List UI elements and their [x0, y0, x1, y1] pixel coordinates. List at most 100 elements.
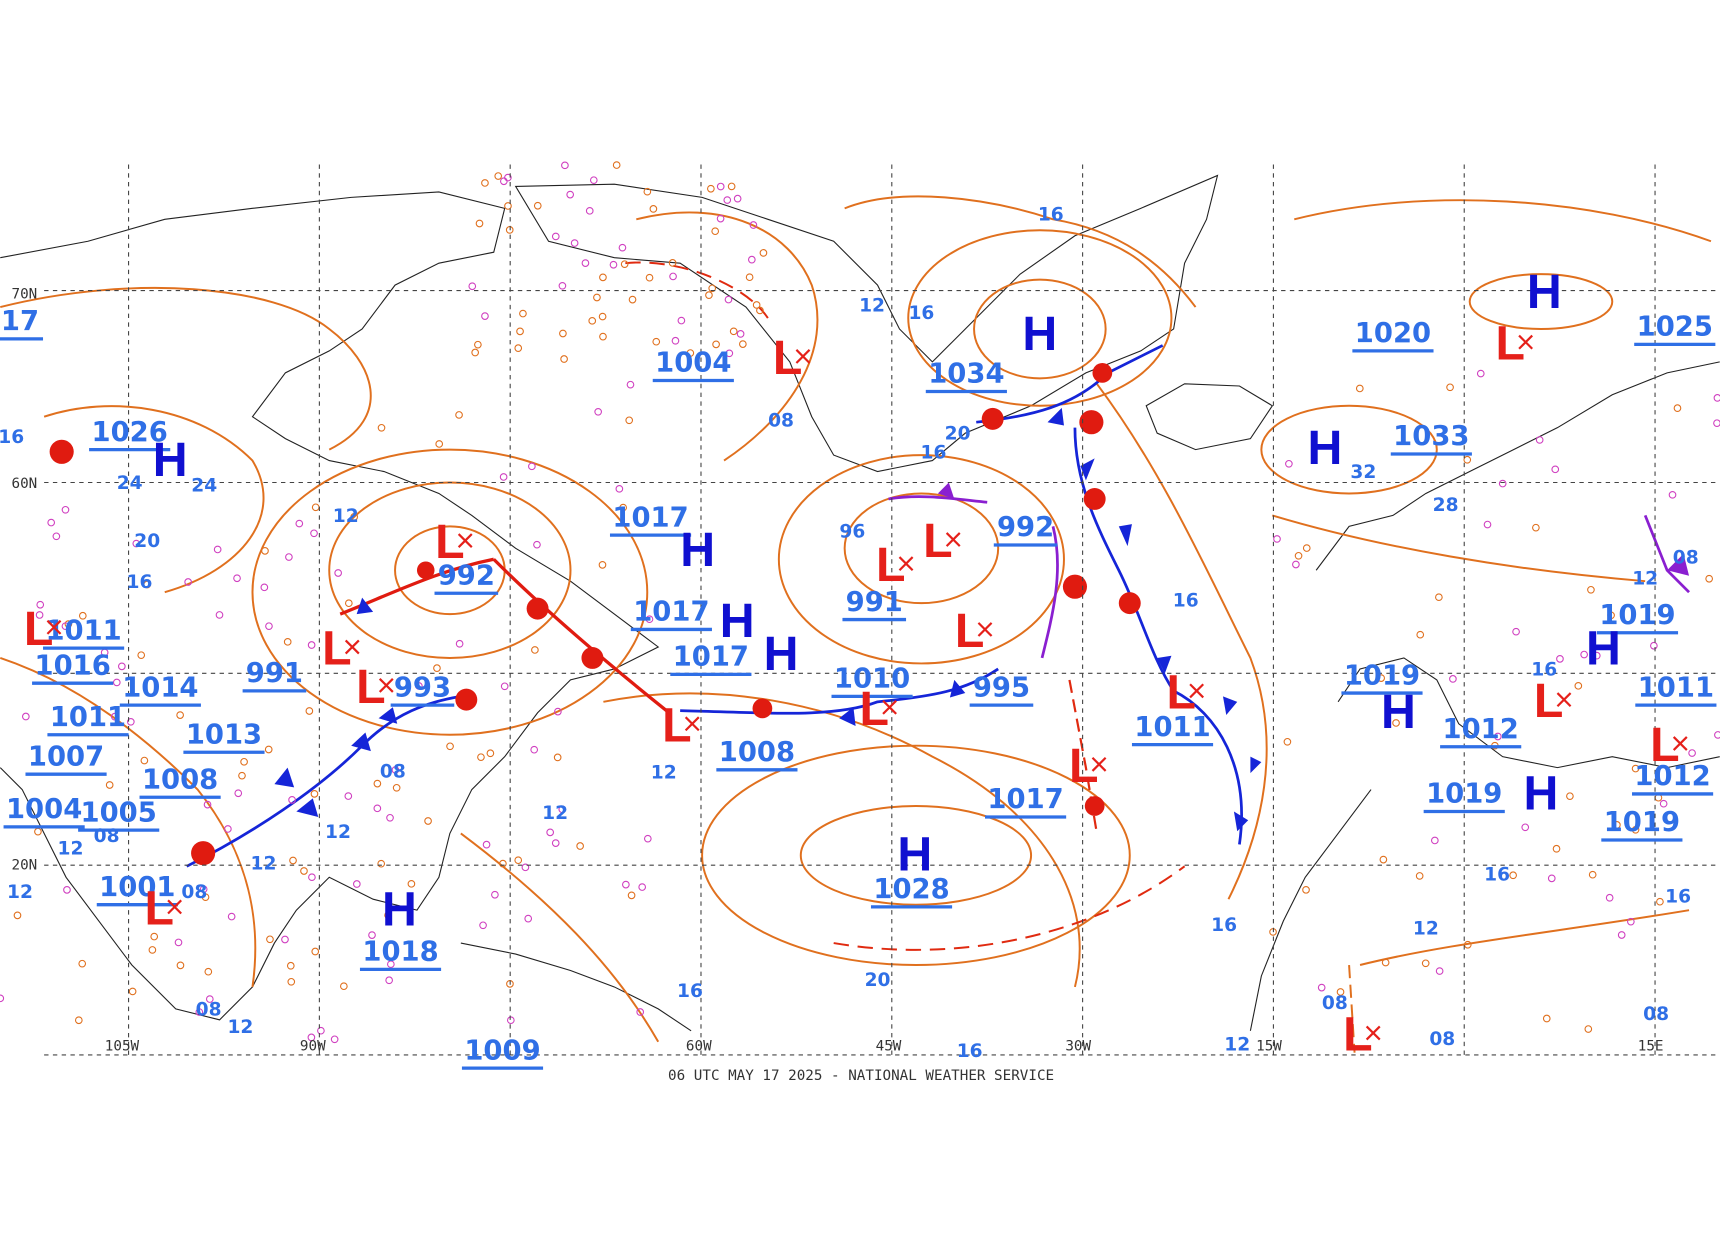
station [1292, 560, 1300, 569]
station [387, 960, 395, 969]
station [203, 800, 212, 809]
isobar-label: 12 [1224, 1035, 1250, 1056]
station [261, 547, 269, 555]
station [201, 893, 210, 902]
station [265, 622, 273, 631]
station [311, 947, 320, 956]
station [391, 766, 400, 774]
station [176, 711, 184, 719]
high-symbol: H [153, 433, 188, 487]
pressure-label: 1033 [1393, 421, 1469, 452]
isobar-label: 24 [191, 475, 217, 496]
station [729, 327, 738, 336]
station [1566, 792, 1574, 800]
isobar-label: 12 [651, 763, 677, 784]
station [1498, 479, 1507, 488]
station [1294, 551, 1303, 560]
isobar-label: 08 [181, 882, 207, 903]
station [295, 519, 304, 528]
station [1551, 465, 1560, 474]
station [554, 707, 562, 716]
low-center [1672, 736, 1688, 751]
station [386, 813, 394, 822]
station [638, 883, 647, 891]
station [671, 336, 680, 345]
latitude-label: 60N [12, 476, 38, 492]
station [1592, 651, 1601, 660]
station [570, 239, 579, 247]
pressure-label: 1017 [612, 502, 688, 533]
station [1521, 823, 1530, 832]
station [533, 201, 542, 210]
latitude-label: 20N [12, 858, 38, 874]
station [1379, 855, 1388, 864]
station [474, 340, 482, 349]
station [377, 859, 386, 868]
low-center [977, 622, 993, 637]
pressure-label: 1028 [873, 874, 949, 905]
low-center [795, 349, 811, 364]
isobar-label: 16 [908, 303, 934, 324]
station [716, 214, 725, 223]
isobar-label: 12 [333, 506, 359, 527]
station [479, 921, 487, 930]
isobar-label: 12 [57, 838, 83, 859]
pressure-label: 1019 [1599, 600, 1675, 631]
pressure-label: 992 [997, 512, 1054, 543]
low-center [378, 678, 394, 693]
station [368, 931, 376, 939]
station [739, 340, 747, 348]
longitude-label: 60W [686, 1039, 712, 1055]
high-symbol: H [764, 627, 799, 681]
station [385, 976, 393, 985]
station [1302, 544, 1311, 552]
station [176, 961, 185, 970]
station [1556, 655, 1564, 663]
isobar-label: 20 [945, 424, 971, 445]
station [514, 856, 523, 865]
station [705, 291, 713, 299]
station [61, 622, 70, 631]
station [723, 196, 732, 204]
latitude-label: 70N [12, 286, 38, 302]
isobar-label: 16 [1173, 590, 1199, 611]
pressure-label: 1013 [186, 719, 262, 750]
station [435, 440, 444, 448]
low-symbol: L [773, 331, 802, 385]
station [1580, 650, 1588, 659]
station [745, 273, 754, 282]
station [240, 757, 248, 766]
station [1355, 384, 1364, 393]
station [377, 423, 386, 432]
station [643, 187, 652, 196]
low-center [1189, 683, 1205, 699]
station [36, 600, 45, 609]
isobar-label: 12 [1632, 568, 1658, 589]
station [1673, 404, 1682, 412]
station [1421, 959, 1430, 968]
pressure-label: 1026 [92, 417, 168, 448]
station [612, 161, 621, 169]
low-symbol: L [955, 604, 984, 658]
station [598, 312, 607, 321]
station [707, 184, 715, 193]
station [494, 172, 503, 180]
station [649, 205, 658, 213]
station [558, 805, 567, 814]
station [622, 880, 630, 889]
station [1435, 593, 1443, 602]
station [598, 561, 607, 569]
station [652, 337, 661, 346]
station [407, 879, 416, 888]
station [1627, 917, 1635, 926]
station [1631, 825, 1640, 834]
pressure-label: 1020 [1355, 318, 1431, 349]
pressure-label: 1001 [99, 872, 175, 903]
pressure-label: 1005 [81, 797, 157, 828]
low-symbol: L [1167, 665, 1196, 719]
station [625, 416, 634, 425]
pressure-label: 1014 [122, 672, 198, 703]
graticule [44, 164, 1720, 1056]
station [499, 859, 507, 868]
pressure-label: 1025 [1637, 312, 1713, 343]
